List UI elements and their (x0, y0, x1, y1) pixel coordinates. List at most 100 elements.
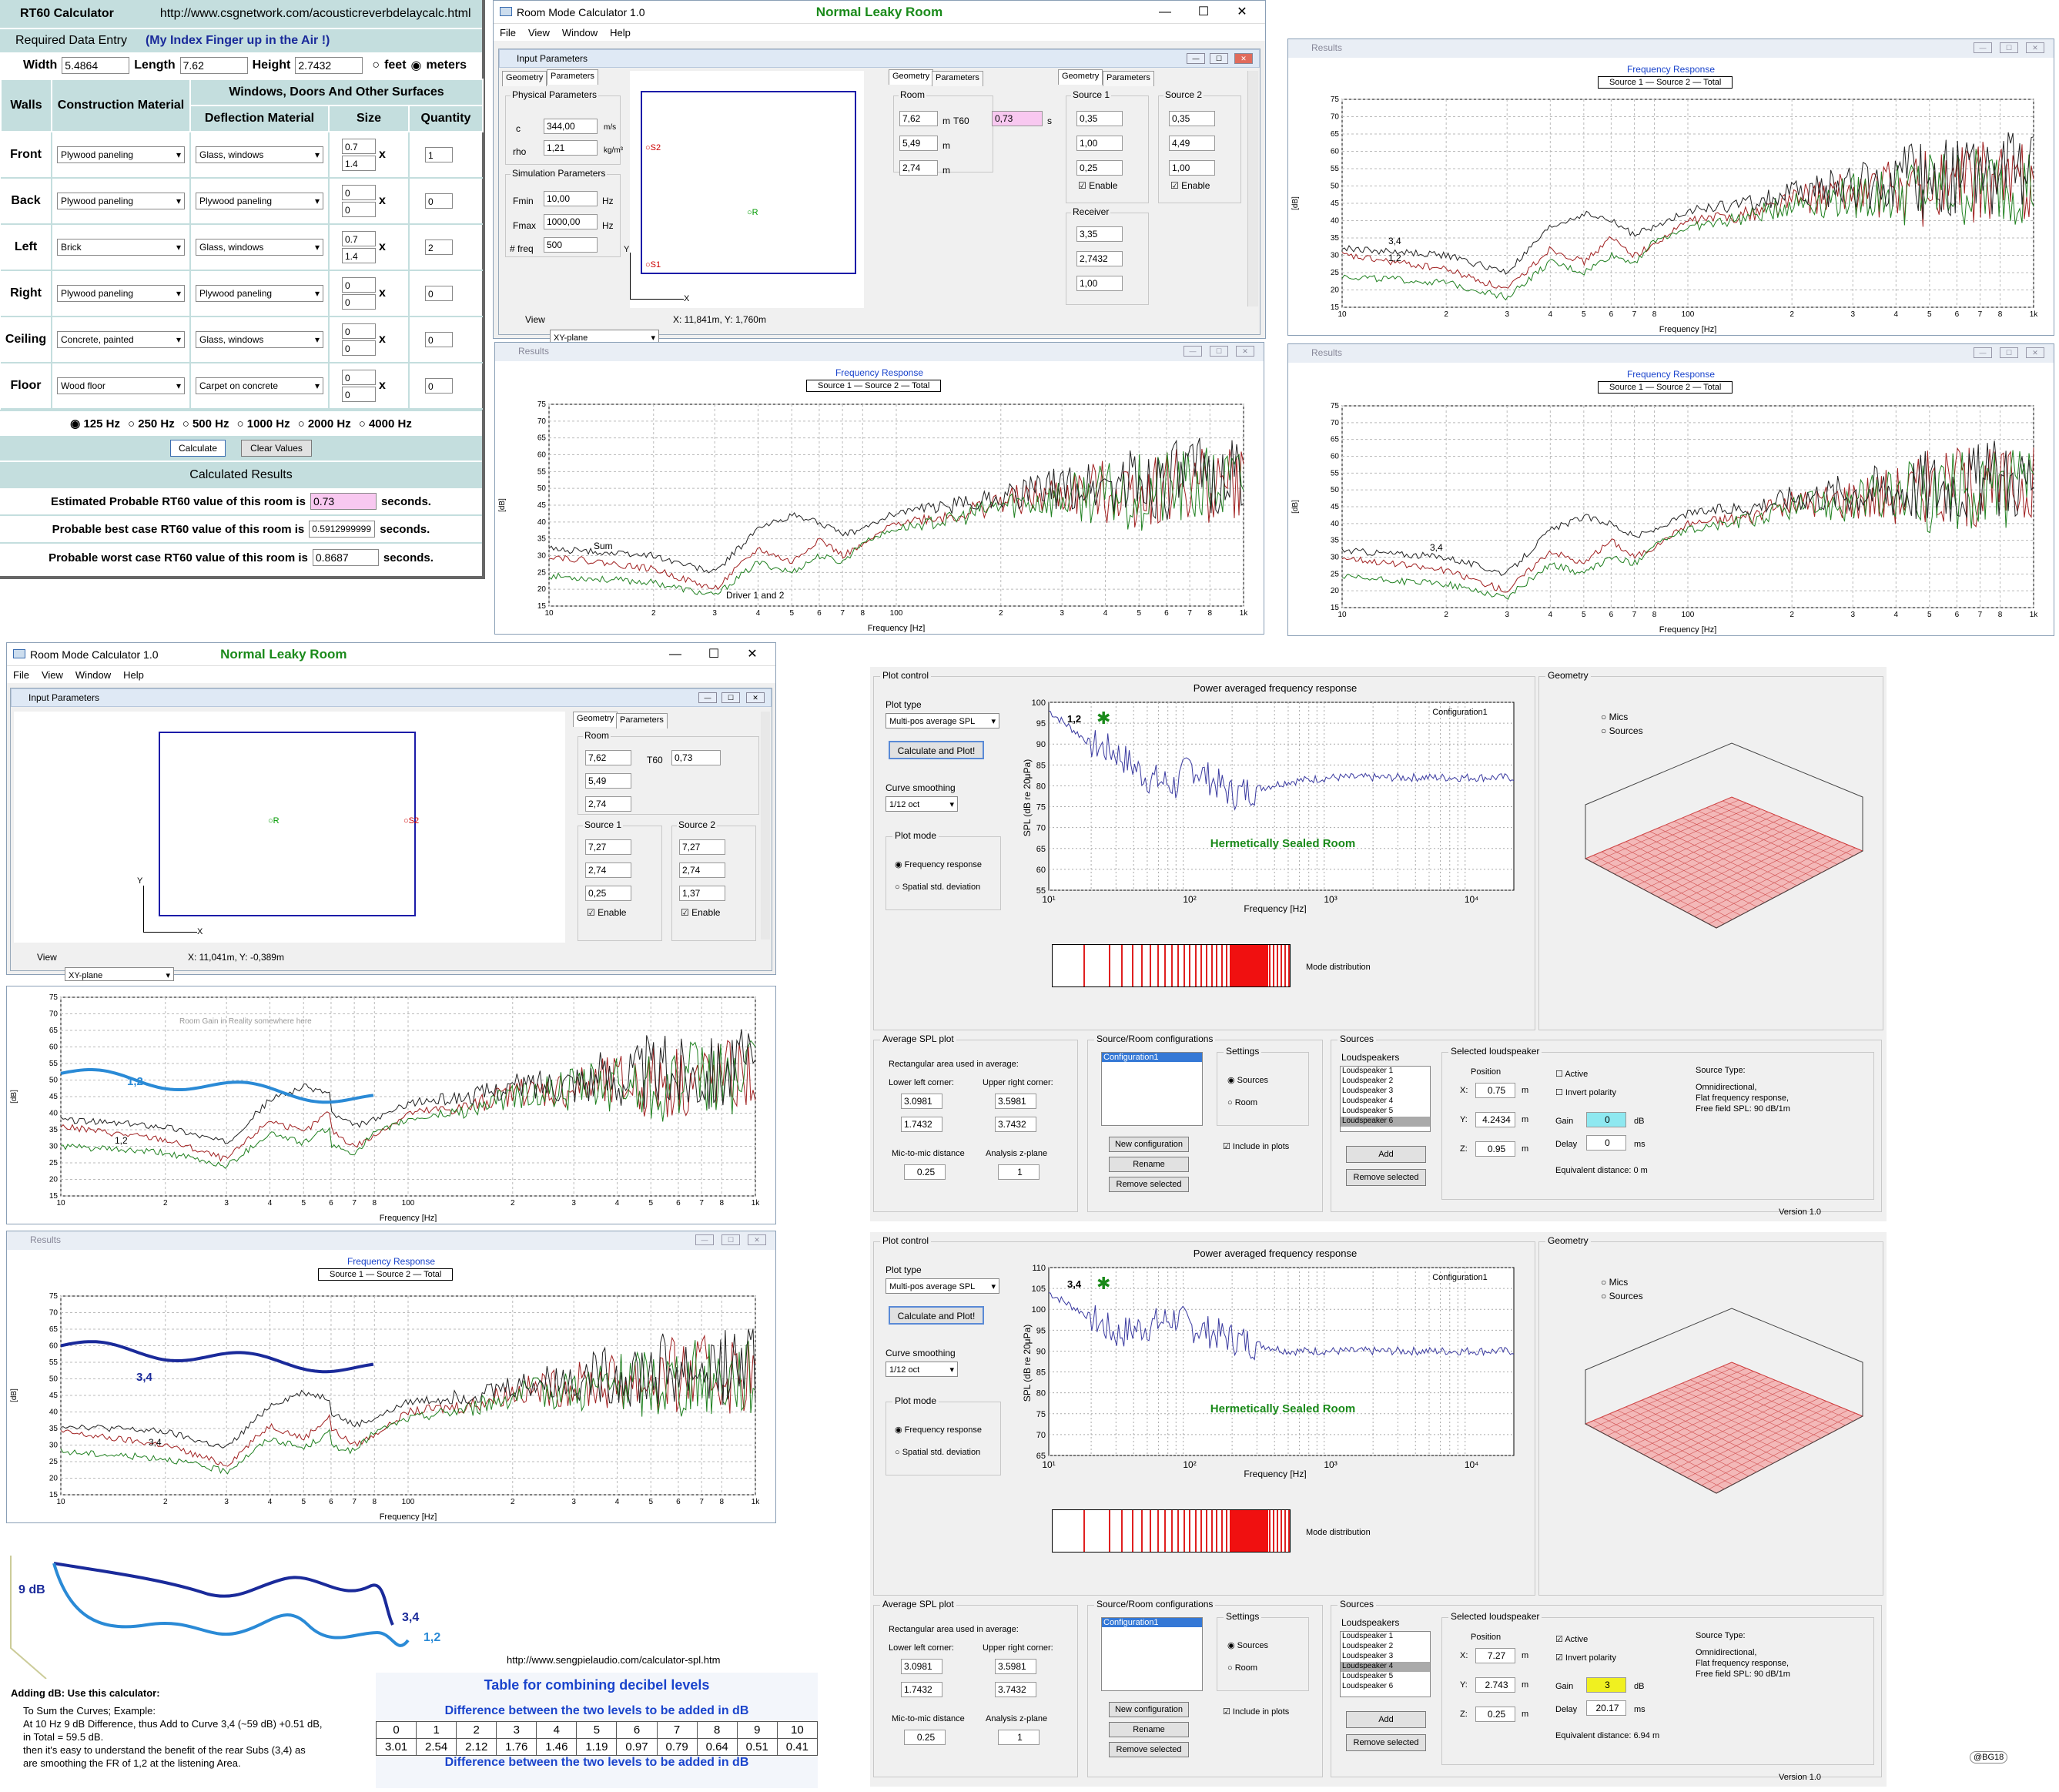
tab-parameters-right[interactable]: Parameters (932, 71, 983, 86)
active-checkbox[interactable]: ☑ Active (1555, 1635, 1589, 1644)
s1z-input[interactable]: 0,25 (1076, 160, 1123, 176)
delay-input[interactable]: 20.17 (1586, 1700, 1626, 1716)
pos-z-input[interactable]: 0.95 (1475, 1141, 1515, 1157)
qty-input[interactable]: 1 (425, 147, 453, 162)
config-item[interactable]: Configuration1 (1102, 1618, 1202, 1627)
maximize-icon[interactable]: ☐ (1197, 5, 1210, 18)
loudspeaker-item[interactable]: Loudspeaker 5 (1342, 1107, 1394, 1115)
loudspeaker-item[interactable]: Loudspeaker 3 (1342, 1087, 1394, 1095)
menu-view[interactable]: View (41, 668, 63, 681)
loudspeaker-item[interactable]: Loudspeaker 1 (1342, 1067, 1394, 1075)
construction-select[interactable]: Plywood paneling (57, 285, 185, 302)
tab-geometry[interactable]: Geometry (502, 71, 547, 86)
qty-input[interactable]: 2 (425, 239, 453, 255)
minimize-icon[interactable]: — (1159, 5, 1171, 18)
rho-input[interactable]: 1,21 (544, 140, 598, 156)
new-configuration-button[interactable]: New configuration (1109, 1702, 1189, 1717)
fmin-input[interactable]: 10,00 (544, 191, 598, 206)
config-listbox[interactable]: Configuration1 (1101, 1052, 1203, 1126)
loudspeaker-item[interactable]: Loudspeaker 4 (1342, 1097, 1394, 1105)
s2z-input[interactable]: 1,00 (1169, 160, 1215, 176)
recy-input[interactable]: 2,7432 (1076, 251, 1123, 266)
rename-button[interactable]: Rename (1109, 1157, 1189, 1172)
add-loudspeaker-button[interactable]: Add (1346, 1711, 1426, 1728)
delay-input[interactable]: 0 (1586, 1135, 1626, 1151)
s1y-input[interactable]: 1,00 (1076, 136, 1123, 151)
ur-y-input[interactable]: 3.7432 (995, 1682, 1036, 1697)
freq-radio-500[interactable]: ○ 500 Hz (182, 417, 229, 430)
ll-x-input[interactable]: 3.0981 (901, 1094, 942, 1109)
s1x-input[interactable]: 7,27 (585, 839, 631, 855)
freq-response-radio[interactable]: ◉ Frequency response (895, 860, 982, 869)
clear-values-button[interactable]: Clear Values (241, 440, 312, 457)
config-item[interactable]: Configuration1 (1102, 1053, 1202, 1062)
new-configuration-button[interactable]: New configuration (1109, 1137, 1189, 1152)
results-min-icon[interactable]: — (1184, 346, 1202, 357)
spatial-radio[interactable]: ○ Spatial std. deviation (895, 883, 981, 892)
results-max-icon[interactable]: ☐ (721, 1234, 740, 1245)
deflection-select[interactable]: Glass, windows (196, 331, 323, 348)
tab-parameters-right[interactable]: Parameters (616, 713, 668, 729)
qty-input[interactable]: 0 (425, 378, 453, 394)
room-y-input[interactable]: 5,49 (899, 136, 938, 151)
calculate-plot-button[interactable]: Calculate and Plot! (889, 1306, 984, 1325)
zplane-input[interactable]: 1 (998, 1164, 1040, 1180)
c-input[interactable]: 344,00 (544, 119, 598, 134)
invert-checkbox[interactable]: ☑ Invert polarity (1555, 1653, 1616, 1663)
smoothing-select[interactable]: 1/12 oct (886, 1362, 958, 1378)
s2y-input[interactable]: 2,74 (679, 863, 725, 878)
tab-geometry-right[interactable]: Geometry (889, 69, 934, 85)
calculate-button[interactable]: Calculate (170, 440, 226, 457)
results-max-icon[interactable]: ☐ (2000, 347, 2018, 358)
loudspeaker-item[interactable]: Loudspeaker 4 (1341, 1662, 1430, 1672)
size-height-input[interactable]: 0 (342, 202, 376, 217)
ll-x-input[interactable]: 3.0981 (901, 1659, 942, 1674)
invert-checkbox[interactable]: ☐ Invert polarity (1555, 1088, 1616, 1097)
active-checkbox[interactable]: ☐ Active (1555, 1070, 1589, 1079)
size-height-input[interactable]: 0 (342, 387, 376, 402)
mic-distance-input[interactable]: 0.25 (904, 1730, 946, 1745)
gain-input[interactable]: 0 (1586, 1112, 1626, 1127)
view-select[interactable]: XY-plane (65, 967, 174, 983)
remove-selected-button[interactable]: Remove selected (1109, 1742, 1189, 1757)
results-min-icon[interactable]: — (695, 1234, 714, 1245)
tab-geometry-far[interactable]: Geometry (1058, 69, 1103, 85)
pos-x-input[interactable]: 7.27 (1475, 1648, 1515, 1663)
view-select[interactable]: XY-plane (550, 330, 659, 346)
results-close-icon[interactable]: ✕ (1236, 346, 1254, 357)
results-close-icon[interactable]: ✕ (2026, 42, 2044, 53)
zplane-input[interactable]: 1 (998, 1730, 1040, 1745)
size-width-input[interactable]: 0 (342, 323, 376, 339)
freq-radio-2000[interactable]: ○ 2000 Hz (297, 417, 351, 430)
settings-sources-radio[interactable]: ◉ Sources (1227, 1641, 1269, 1650)
nfreq-input[interactable]: 500 (544, 237, 598, 253)
width-input[interactable]: 5.4864 (62, 57, 130, 74)
s2-enable[interactable]: ☑ Enable (1170, 180, 1210, 191)
construction-select[interactable]: Concrete, painted (57, 331, 185, 348)
meters-radio[interactable]: ◉ (410, 59, 422, 72)
menu-file[interactable]: File (13, 668, 29, 681)
smoothing-select[interactable]: 1/12 oct (886, 796, 958, 812)
panel-min-icon[interactable]: — (698, 692, 717, 703)
panel-close-icon[interactable]: ✕ (746, 692, 765, 703)
scrollbar[interactable] (1247, 71, 1258, 306)
menu-file[interactable]: File (500, 26, 516, 39)
remove-selected-button[interactable]: Remove selected (1109, 1177, 1189, 1192)
tab-parameters-far[interactable]: Parameters (1103, 71, 1154, 86)
deflection-select[interactable]: Plywood paneling (196, 193, 323, 209)
construction-select[interactable]: Plywood paneling (57, 146, 185, 163)
rename-button[interactable]: Rename (1109, 1722, 1189, 1737)
receiver-marker[interactable]: ○R (268, 816, 280, 826)
s1-enable[interactable]: ☑ Enable (1078, 180, 1118, 191)
panel-max-icon[interactable]: ☐ (721, 692, 740, 703)
ll-y-input[interactable]: 1.7432 (901, 1682, 942, 1697)
size-height-input[interactable]: 0 (342, 340, 376, 356)
minimize-icon[interactable]: — (669, 648, 681, 661)
deflection-select[interactable]: Glass, windows (196, 146, 323, 163)
s2y-input[interactable]: 4,49 (1169, 136, 1215, 151)
deflection-select[interactable]: Glass, windows (196, 239, 323, 256)
qty-input[interactable]: 0 (425, 286, 453, 301)
qty-input[interactable]: 0 (425, 332, 453, 347)
size-height-input[interactable]: 1.4 (342, 248, 376, 263)
panel-max-icon[interactable]: ☐ (1210, 53, 1228, 64)
